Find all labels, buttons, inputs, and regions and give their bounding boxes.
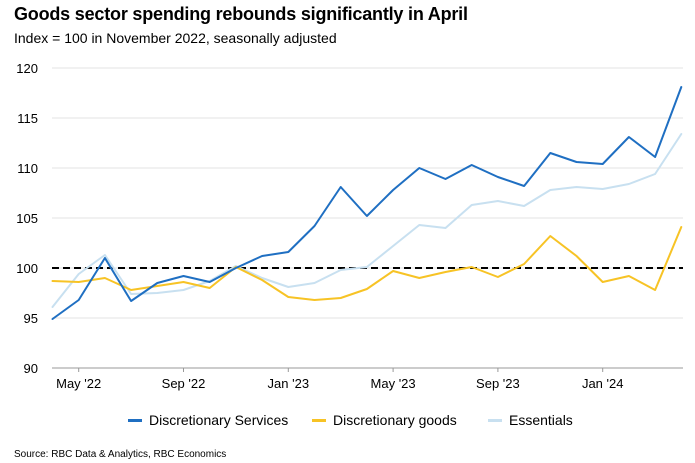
x-tick-label: May '23	[371, 376, 416, 391]
legend: Discretionary Services Discretionary goo…	[0, 410, 695, 430]
legend-swatch-discretionary-services	[128, 418, 142, 422]
y-tick-label-105: 105	[16, 211, 38, 226]
y-tick-label-110: 110	[17, 161, 38, 176]
legend-item-discretionary-goods: Discretionary goods	[312, 410, 457, 430]
legend-label-discretionary-services: Discretionary Services	[149, 412, 289, 428]
legend-item-essentials: Essentials	[488, 410, 573, 430]
legend-label-essentials: Essentials	[509, 412, 573, 428]
y-tick-label-120: 120	[16, 61, 38, 76]
legend-swatch-essentials	[488, 418, 502, 422]
y-tick-label-90: 90	[24, 361, 38, 376]
y-axis-ticks: 90 95 100 105 110 115 120	[16, 61, 38, 376]
legend-label-discretionary-goods: Discretionary goods	[333, 412, 457, 428]
gridlines	[52, 67, 683, 319]
y-tick-label-100: 100	[16, 261, 38, 276]
x-tick-label: May '22	[56, 376, 101, 391]
source-note: Source: RBC Data & Analytics, RBC Econom…	[14, 449, 227, 460]
series-line-discretionary-services	[51, 86, 683, 320]
chart-subtitle: Index = 100 in November 2022, seasonally…	[14, 30, 337, 46]
series-lines	[51, 86, 683, 320]
x-axis-ticks: May '22 Sep '22 Jan '23 May '23 Sep '23 Jan '…	[56, 368, 623, 391]
y-tick-label-115: 115	[17, 111, 38, 126]
x-tick-label: Jan '23	[268, 376, 310, 391]
series-line-discretionary-goods	[51, 226, 683, 301]
series-line-essentials	[51, 133, 683, 308]
legend-swatch-discretionary-goods	[312, 418, 326, 422]
x-tick-label: Sep '22	[162, 376, 206, 391]
x-tick-label: Jan '24	[582, 376, 624, 391]
chart-title: Goods sector spending rebounds significa…	[14, 4, 468, 24]
x-tick-label: Sep '23	[476, 376, 520, 391]
legend-item-discretionary-services: Discretionary Services	[128, 410, 288, 430]
y-tick-label-95: 95	[24, 311, 38, 326]
